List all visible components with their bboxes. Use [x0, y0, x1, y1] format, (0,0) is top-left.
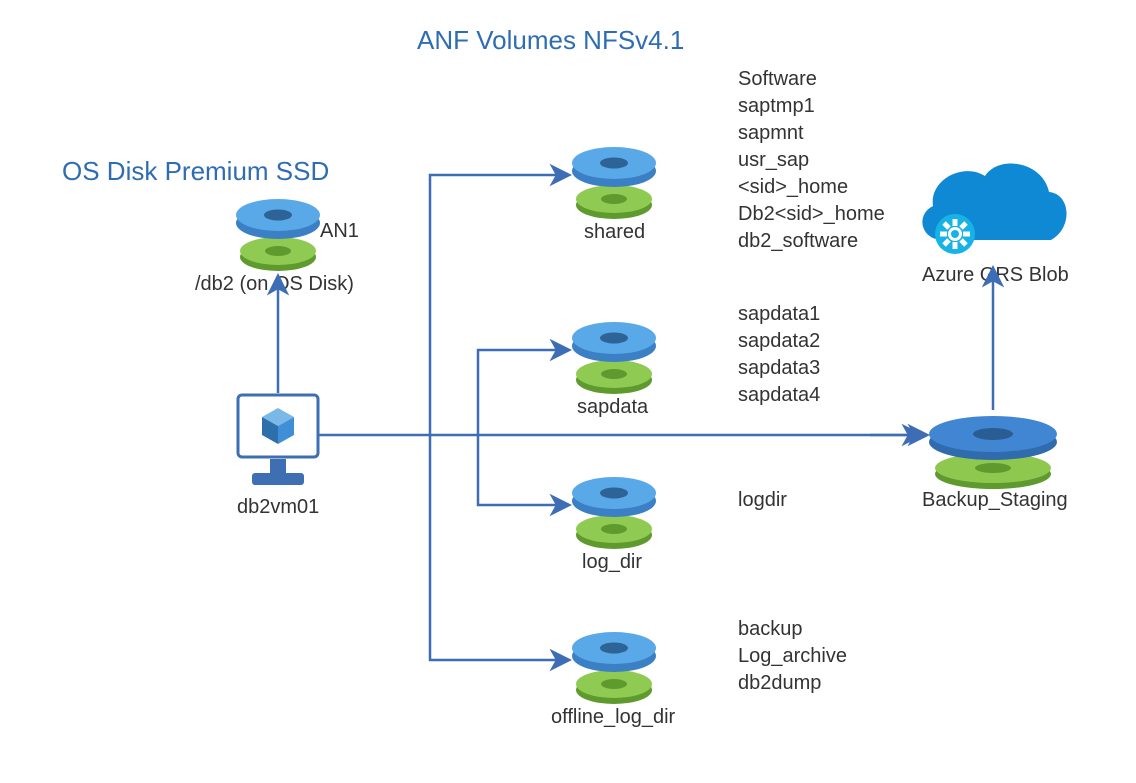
- list-item: Software: [738, 66, 885, 93]
- list-item: sapdata2: [738, 328, 820, 355]
- list-item: Db2<sid>_home: [738, 201, 885, 228]
- list-item: logdir: [738, 487, 787, 514]
- list-offline-contents: backup Log_archive db2dump: [738, 616, 847, 697]
- disk-icon-sapdata: [572, 322, 656, 394]
- label-backup-staging: Backup_Staging: [922, 489, 1068, 512]
- list-item: sapdata4: [738, 382, 820, 409]
- label-an1: AN1: [320, 220, 359, 243]
- azure-cloud-icon: [922, 163, 1066, 254]
- disk-icon-logdir: [572, 477, 656, 549]
- label-os-disk-path: /db2 (on OS Disk): [195, 273, 354, 296]
- disk-icon-backup-staging: [929, 416, 1057, 489]
- disk-icon-shared: [572, 147, 656, 219]
- label-shared: shared: [584, 221, 645, 244]
- edge-to-sapdata: [478, 350, 567, 435]
- list-item: usr_sap: [738, 147, 885, 174]
- diagram-canvas: [0, 0, 1136, 783]
- edge-to-shared: [430, 175, 567, 435]
- heading-os-disk: OS Disk Premium SSD: [62, 156, 329, 187]
- list-item: <sid>_home: [738, 174, 885, 201]
- list-item: db2_software: [738, 228, 885, 255]
- edge-to-logdir: [478, 435, 567, 505]
- list-item: sapdata1: [738, 301, 820, 328]
- label-vm: db2vm01: [237, 496, 319, 519]
- edge-to-offline: [430, 435, 567, 660]
- list-item: sapmnt: [738, 120, 885, 147]
- label-log-dir: log_dir: [582, 551, 642, 574]
- list-item: backup: [738, 616, 847, 643]
- label-offline-log-dir: offline_log_dir: [551, 706, 675, 729]
- disk-icon-offline: [572, 632, 656, 704]
- vm-icon: [238, 395, 318, 485]
- list-logdir-contents: logdir: [738, 487, 787, 514]
- list-item: db2dump: [738, 670, 847, 697]
- list-item: sapdata3: [738, 355, 820, 382]
- label-sapdata: sapdata: [577, 396, 648, 419]
- list-sapdata-contents: sapdata1 sapdata2 sapdata3 sapdata4: [738, 301, 820, 409]
- label-azure-blob: Azure GRS Blob: [922, 264, 1069, 287]
- list-item: Log_archive: [738, 643, 847, 670]
- list-shared-contents: Software saptmp1 sapmnt usr_sap <sid>_ho…: [738, 66, 885, 255]
- heading-anf-volumes: ANF Volumes NFSv4.1: [417, 25, 684, 56]
- disk-icon-os: [236, 199, 320, 271]
- list-item: saptmp1: [738, 93, 885, 120]
